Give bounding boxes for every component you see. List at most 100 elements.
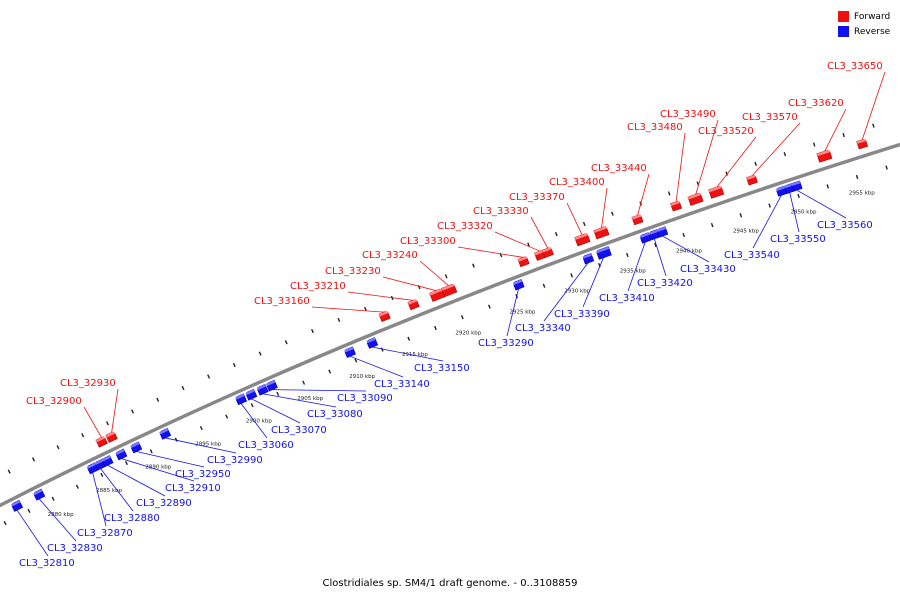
- tick-reverse-track: [276, 391, 280, 397]
- gene-label[interactable]: CL3_33070: [271, 425, 327, 436]
- gene-CL3_33480[interactable]: [670, 200, 683, 212]
- arrow-highlight: [708, 185, 722, 193]
- gene-CL3_33210[interactable]: [407, 299, 420, 311]
- gene-CL3_33290[interactable]: [512, 279, 525, 291]
- gene-label[interactable]: CL3_33290: [478, 338, 534, 349]
- gene-label[interactable]: CL3_32930: [60, 378, 116, 389]
- arrow-highlight: [366, 337, 376, 344]
- gene-CL3_33060[interactable]: [235, 393, 248, 406]
- gene-CL3_33650[interactable]: [856, 138, 869, 150]
- gene-CL3_33400[interactable]: [593, 226, 610, 240]
- gene-label[interactable]: CL3_33320: [437, 221, 493, 232]
- gene-CL3_32900[interactable]: [95, 436, 108, 448]
- gene-label[interactable]: CL3_33300: [400, 236, 456, 247]
- gene-label[interactable]: CL3_32990: [207, 455, 263, 466]
- gene-CL3_32930[interactable]: [105, 431, 118, 443]
- gene-label[interactable]: CL3_33090: [337, 393, 393, 404]
- gene-label[interactable]: CL3_33060: [238, 440, 294, 451]
- gene-CL3_32990[interactable]: [159, 427, 172, 440]
- gene-CL3_32890[interactable]: [101, 455, 114, 468]
- gene-CL3_33160[interactable]: [378, 310, 391, 322]
- gene-CL3_33330[interactable]: [541, 246, 554, 258]
- gene-label[interactable]: CL3_32890: [136, 498, 192, 509]
- gene-label[interactable]: CL3_33540: [724, 250, 780, 261]
- gene-label[interactable]: CL3_33550: [770, 234, 826, 245]
- gene-label[interactable]: CL3_33150: [414, 363, 470, 374]
- gene-label[interactable]: CL3_33340: [515, 323, 571, 334]
- gene-CL3_33080[interactable]: [256, 383, 269, 396]
- leader-CL3_32910: [121, 458, 195, 482]
- gene-label[interactable]: CL3_32950: [175, 469, 231, 480]
- gene-CL3_32830[interactable]: [33, 488, 46, 501]
- gene-CL3_33620[interactable]: [816, 149, 833, 163]
- leader-CL3_33370: [566, 202, 583, 236]
- gene-label[interactable]: CL3_33520: [698, 126, 754, 137]
- gene-CL3_33240[interactable]: [441, 283, 458, 298]
- leader-CL3_33070: [250, 398, 301, 424]
- gene-label[interactable]: CL3_33210: [290, 281, 346, 292]
- tick-forward-track: [207, 374, 211, 379]
- gene-CL3_33090[interactable]: [266, 379, 278, 392]
- gene-label[interactable]: CL3_33650: [827, 61, 883, 72]
- gene-label[interactable]: CL3_32900: [26, 396, 82, 407]
- gene-CL3_32810[interactable]: [11, 499, 24, 512]
- arrow-highlight: [266, 380, 276, 387]
- gene-label[interactable]: CL3_33410: [599, 293, 655, 304]
- leader-CL3_33150: [371, 346, 444, 362]
- tick-forward-track: [812, 142, 816, 147]
- gene-CL3_32950[interactable]: [130, 441, 143, 454]
- gene-label[interactable]: CL3_33330: [473, 206, 529, 217]
- gene-CL3_33140[interactable]: [344, 346, 356, 359]
- gene-CL3_33300[interactable]: [517, 256, 530, 268]
- scale-label: 2930 kbp: [564, 289, 590, 295]
- gene-label[interactable]: CL3_33570: [742, 112, 798, 123]
- arrow-highlight: [33, 489, 43, 496]
- gene-label[interactable]: CL3_33160: [254, 296, 310, 307]
- gene-CL3_33440[interactable]: [631, 214, 644, 226]
- scale-label: 2950 kbp: [791, 209, 817, 215]
- gene-label[interactable]: CL3_33400: [549, 177, 605, 188]
- leader-CL3_33340: [543, 262, 589, 322]
- gene-CL3_33520[interactable]: [708, 185, 725, 199]
- gene-label[interactable]: CL3_32880: [104, 513, 160, 524]
- gene-label[interactable]: CL3_32910: [165, 483, 221, 494]
- gene-CL3_33490[interactable]: [687, 192, 704, 206]
- gene-label[interactable]: CL3_32870: [77, 528, 133, 539]
- gene-CL3_33070[interactable]: [245, 388, 258, 401]
- arrow-highlight: [11, 500, 21, 507]
- tick-reverse-track: [250, 403, 254, 408]
- gene-label[interactable]: CL3_33480: [627, 122, 683, 133]
- tick-reverse-track: [75, 484, 79, 489]
- gene-CL3_33430[interactable]: [656, 226, 669, 238]
- gene-label[interactable]: CL3_33140: [374, 379, 430, 390]
- gene-CL3_33150[interactable]: [366, 337, 379, 349]
- gene-CL3_33560[interactable]: [791, 180, 803, 192]
- gene-CL3_33340[interactable]: [582, 252, 595, 265]
- gene-label[interactable]: CL3_33440: [591, 163, 647, 174]
- arrow-highlight: [344, 346, 354, 353]
- scale-label: 2900 kbp: [246, 418, 272, 424]
- gene-label[interactable]: CL3_33240: [362, 250, 418, 261]
- gene-label[interactable]: CL3_33390: [554, 309, 610, 320]
- gene-CL3_32910[interactable]: [115, 448, 128, 461]
- gene-CL3_33570[interactable]: [746, 174, 758, 186]
- gene-CL3_33370[interactable]: [574, 233, 591, 247]
- gene-label[interactable]: CL3_33560: [817, 220, 873, 231]
- gene-label[interactable]: CL3_33080: [307, 409, 363, 420]
- arrow-highlight: [648, 229, 659, 235]
- gene-label[interactable]: CL3_33430: [680, 264, 736, 275]
- gene-CL3_33410[interactable]: [639, 232, 652, 244]
- gene-label[interactable]: CL3_33370: [509, 192, 565, 203]
- leader-CL3_33080: [262, 393, 337, 408]
- gene-CL3_33390[interactable]: [596, 246, 612, 260]
- gene-label[interactable]: CL3_32830: [47, 543, 103, 554]
- gene-label[interactable]: CL3_33490: [660, 109, 716, 120]
- arrow-highlight: [670, 200, 680, 206]
- gene-label[interactable]: CL3_33230: [325, 266, 381, 277]
- leader-CL3_33210: [347, 291, 414, 301]
- gene-label[interactable]: CL3_32810: [19, 558, 75, 569]
- tick-reverse-track: [710, 222, 714, 228]
- gene-label[interactable]: CL3_33420: [637, 278, 693, 289]
- gene-label[interactable]: CL3_33620: [788, 98, 844, 109]
- tick-forward-track: [258, 351, 262, 356]
